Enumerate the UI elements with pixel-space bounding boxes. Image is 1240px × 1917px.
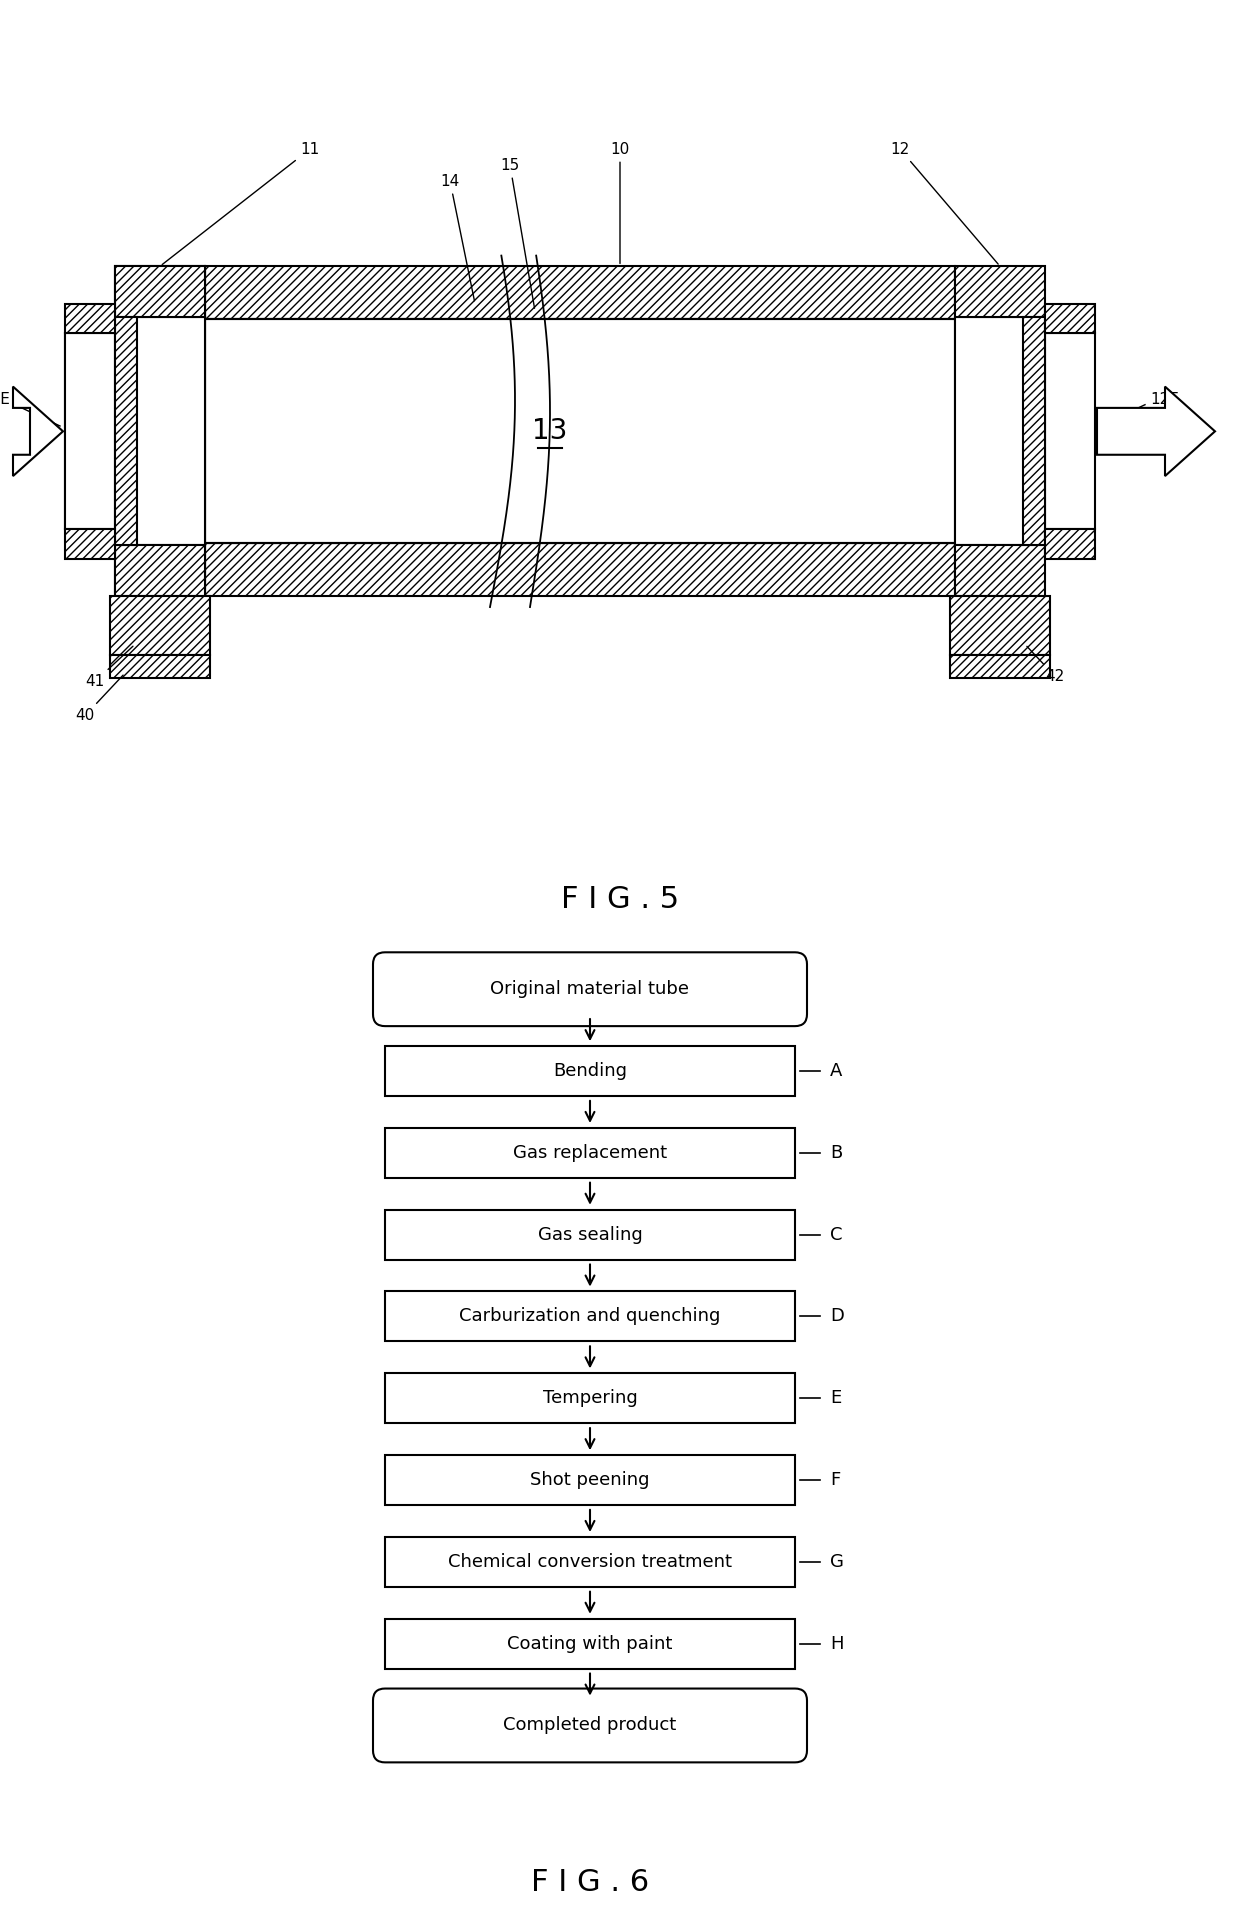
Text: G: G — [830, 1553, 844, 1570]
Text: Gas sealing: Gas sealing — [538, 1225, 642, 1244]
Bar — [205, 320, 955, 543]
Text: Coating with paint: Coating with paint — [507, 1635, 672, 1652]
Bar — [950, 656, 1050, 679]
Text: E: E — [830, 1390, 841, 1407]
Bar — [955, 266, 1045, 318]
Text: Original material tube: Original material tube — [491, 980, 689, 999]
Text: A: A — [830, 1062, 842, 1079]
Bar — [205, 543, 955, 596]
Text: 41: 41 — [86, 646, 133, 688]
FancyBboxPatch shape — [373, 953, 807, 1026]
Bar — [205, 266, 955, 320]
Text: 15: 15 — [501, 157, 534, 309]
Bar — [115, 266, 205, 318]
Bar — [955, 318, 1045, 544]
Bar — [384, 1618, 795, 1668]
Bar — [950, 596, 1050, 656]
Bar — [1045, 334, 1095, 529]
Bar — [955, 544, 1045, 596]
Text: 12E: 12E — [1149, 391, 1179, 406]
Polygon shape — [12, 387, 63, 475]
FancyBboxPatch shape — [373, 1689, 807, 1762]
Bar — [110, 596, 210, 656]
Text: B: B — [830, 1144, 842, 1162]
Text: 42: 42 — [1027, 646, 1065, 684]
Text: 12: 12 — [890, 142, 998, 265]
Bar — [115, 318, 136, 544]
Text: D: D — [830, 1307, 844, 1325]
Bar — [384, 1047, 795, 1097]
Text: Bending: Bending — [553, 1062, 627, 1079]
Bar — [64, 334, 115, 529]
Bar — [384, 1127, 795, 1177]
Bar — [384, 1373, 795, 1422]
Text: 11: 11 — [162, 142, 320, 265]
Bar — [1045, 303, 1095, 334]
Text: F I G . 5: F I G . 5 — [560, 886, 680, 914]
Text: Carburization and quenching: Carburization and quenching — [459, 1307, 720, 1325]
Bar — [1045, 529, 1095, 560]
Text: 10: 10 — [610, 142, 630, 263]
Text: F I G . 6: F I G . 6 — [531, 1867, 649, 1896]
Text: 11E: 11E — [0, 391, 10, 406]
Text: Chemical conversion treatment: Chemical conversion treatment — [448, 1553, 732, 1570]
Bar — [115, 318, 135, 544]
Bar — [115, 318, 205, 544]
Bar — [115, 544, 205, 596]
Text: F: F — [830, 1470, 841, 1490]
Polygon shape — [1097, 387, 1215, 475]
Text: Tempering: Tempering — [543, 1390, 637, 1407]
Text: Completed product: Completed product — [503, 1716, 677, 1735]
Bar — [384, 1537, 795, 1587]
Text: 40: 40 — [76, 675, 123, 723]
Text: Shot peening: Shot peening — [531, 1470, 650, 1490]
Bar — [115, 318, 205, 544]
Bar — [384, 1292, 795, 1342]
Text: Gas replacement: Gas replacement — [513, 1144, 667, 1162]
Bar — [110, 656, 210, 679]
Bar — [384, 1210, 795, 1259]
Bar — [115, 266, 205, 318]
Bar — [64, 334, 115, 529]
Text: C: C — [830, 1225, 842, 1244]
Bar — [1023, 318, 1045, 544]
Text: 13: 13 — [532, 418, 568, 445]
Bar — [384, 1455, 795, 1505]
Bar — [115, 544, 205, 596]
Text: H: H — [830, 1635, 843, 1652]
Bar — [64, 529, 115, 560]
Text: 14: 14 — [440, 174, 475, 301]
Bar — [64, 303, 115, 334]
